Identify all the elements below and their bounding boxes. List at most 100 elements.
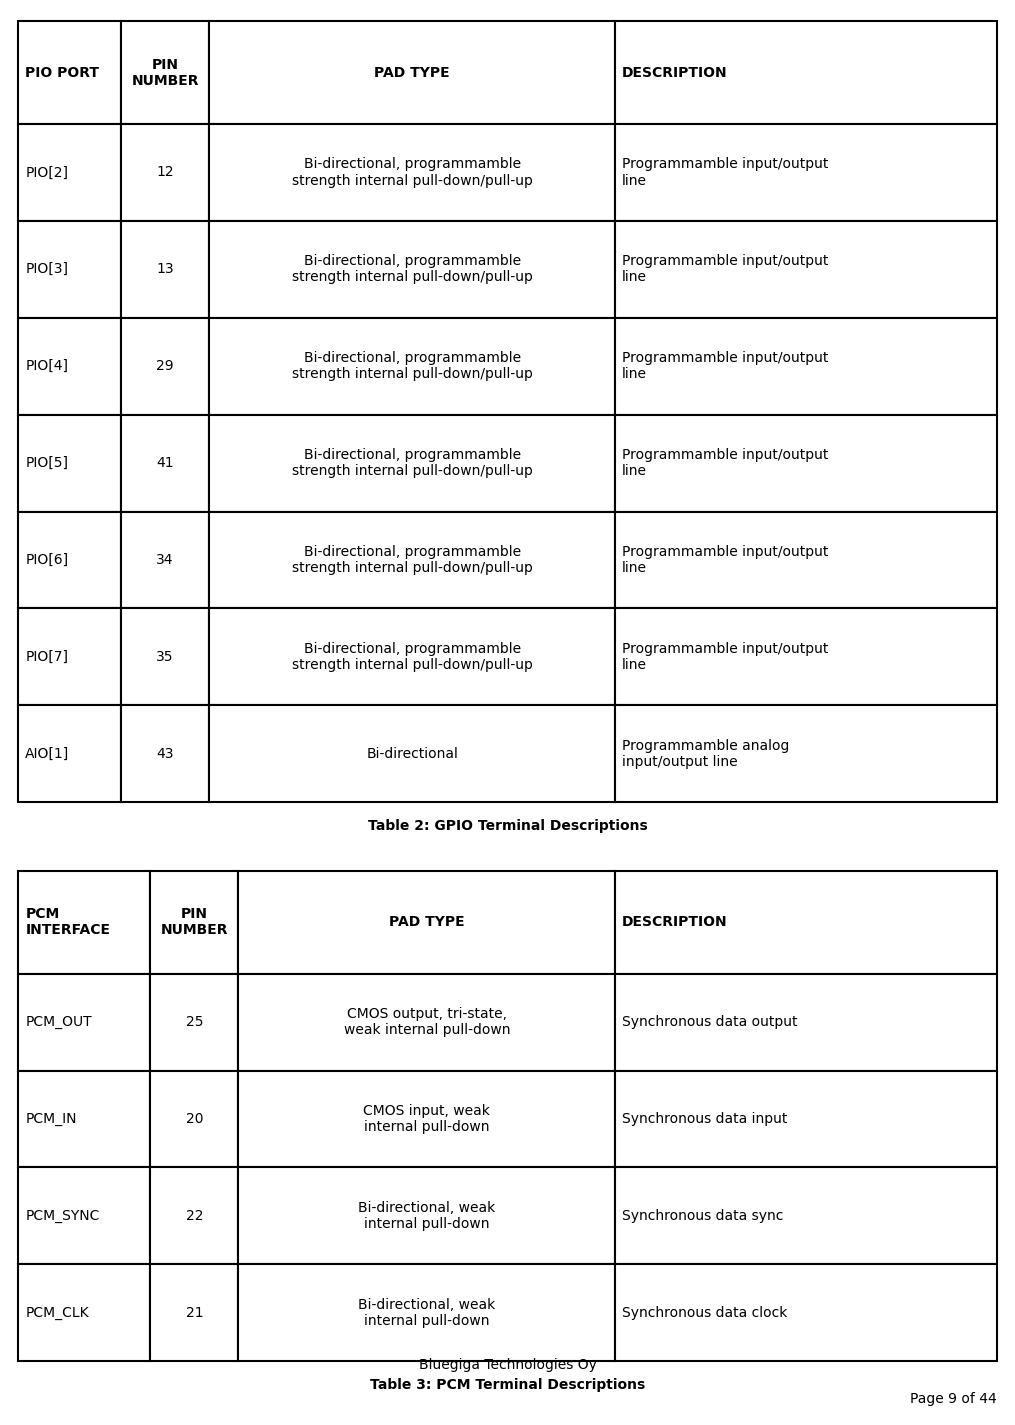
Text: 20: 20 [186, 1112, 203, 1126]
Text: Programmamble input/output
line: Programmamble input/output line [622, 641, 828, 673]
Text: Bi-directional, programmamble
strength internal pull-down/pull-up: Bi-directional, programmamble strength i… [291, 254, 533, 285]
Text: 41: 41 [156, 456, 174, 470]
Text: PCM_OUT: PCM_OUT [25, 1015, 92, 1029]
Text: Programmamble input/output
line: Programmamble input/output line [622, 351, 828, 382]
Text: Table 2: GPIO Terminal Descriptions: Table 2: GPIO Terminal Descriptions [367, 819, 648, 834]
Text: Programmamble input/output
line: Programmamble input/output line [622, 544, 828, 576]
Bar [150, 1264, 239, 1361]
Bar [615, 512, 997, 608]
Text: DESCRIPTION: DESCRIPTION [622, 915, 728, 929]
Bar [121, 318, 209, 415]
Bar [209, 21, 615, 124]
Text: 34: 34 [156, 553, 174, 567]
Bar [121, 415, 209, 512]
Bar [18, 1167, 150, 1264]
Bar [18, 415, 121, 512]
Bar [121, 221, 209, 318]
Text: PIN
NUMBER: PIN NUMBER [160, 908, 228, 938]
Bar [209, 318, 615, 415]
Text: PIO[4]: PIO[4] [25, 359, 68, 373]
Text: Programmamble input/output
line: Programmamble input/output line [622, 157, 828, 188]
Text: Bi-directional, programmamble
strength internal pull-down/pull-up: Bi-directional, programmamble strength i… [291, 544, 533, 576]
Bar [615, 415, 997, 512]
Bar [121, 512, 209, 608]
Bar [209, 608, 615, 705]
Text: Synchronous data sync: Synchronous data sync [622, 1208, 784, 1223]
Text: PIN
NUMBER: PIN NUMBER [131, 57, 199, 88]
Text: Bi-directional, programmamble
strength internal pull-down/pull-up: Bi-directional, programmamble strength i… [291, 157, 533, 188]
Bar [150, 973, 239, 1070]
Text: Programmamble input/output
line: Programmamble input/output line [622, 447, 828, 479]
Bar [209, 705, 615, 802]
Bar [615, 318, 997, 415]
Text: PCM_SYNC: PCM_SYNC [25, 1208, 99, 1223]
Bar [239, 973, 615, 1070]
Text: Bi-directional, weak
internal pull-down: Bi-directional, weak internal pull-down [358, 1201, 495, 1231]
Bar [239, 1167, 615, 1264]
Bar [150, 1070, 239, 1167]
Bar [18, 871, 150, 973]
Text: CMOS output, tri-state,
weak internal pull-down: CMOS output, tri-state, weak internal pu… [343, 1007, 510, 1037]
Text: Synchronous data clock: Synchronous data clock [622, 1305, 788, 1320]
Bar [18, 318, 121, 415]
Bar [121, 608, 209, 705]
Text: PIO PORT: PIO PORT [25, 66, 99, 80]
Text: PAD TYPE: PAD TYPE [375, 66, 450, 80]
Bar [615, 1167, 997, 1264]
Bar [209, 512, 615, 608]
Text: Programmamble analog
input/output line: Programmamble analog input/output line [622, 738, 790, 770]
Bar [615, 124, 997, 221]
Text: Programmamble input/output
line: Programmamble input/output line [622, 254, 828, 285]
Text: 21: 21 [186, 1305, 203, 1320]
Bar [615, 608, 997, 705]
Text: PIO[3]: PIO[3] [25, 262, 68, 276]
Text: 35: 35 [156, 650, 174, 664]
Text: Synchronous data output: Synchronous data output [622, 1015, 798, 1029]
Text: Bi-directional, programmamble
strength internal pull-down/pull-up: Bi-directional, programmamble strength i… [291, 641, 533, 673]
Bar [18, 1070, 150, 1167]
Text: Synchronous data input: Synchronous data input [622, 1112, 788, 1126]
Text: CMOS input, weak
internal pull-down: CMOS input, weak internal pull-down [363, 1104, 490, 1134]
Bar [18, 512, 121, 608]
Bar [615, 1264, 997, 1361]
Text: AIO[1]: AIO[1] [25, 747, 70, 761]
Text: PIO[7]: PIO[7] [25, 650, 68, 664]
Bar [239, 1264, 615, 1361]
Bar [18, 608, 121, 705]
Bar [121, 21, 209, 124]
Text: PIO[2]: PIO[2] [25, 165, 68, 180]
Text: Page 9 of 44: Page 9 of 44 [910, 1392, 997, 1406]
Text: PAD TYPE: PAD TYPE [389, 915, 465, 929]
Text: PIO[6]: PIO[6] [25, 553, 68, 567]
Text: PIO[5]: PIO[5] [25, 456, 68, 470]
Bar [615, 21, 997, 124]
Text: Bi-directional, weak
internal pull-down: Bi-directional, weak internal pull-down [358, 1298, 495, 1328]
Text: PCM_IN: PCM_IN [25, 1112, 77, 1126]
Text: PCM_CLK: PCM_CLK [25, 1305, 89, 1320]
Text: Table 3: PCM Terminal Descriptions: Table 3: PCM Terminal Descriptions [369, 1378, 646, 1392]
Bar [239, 1070, 615, 1167]
Bar [18, 1264, 150, 1361]
Text: 12: 12 [156, 165, 174, 180]
Bar [209, 415, 615, 512]
Bar [615, 871, 997, 973]
Bar [18, 21, 121, 124]
Text: Bi-directional, programmamble
strength internal pull-down/pull-up: Bi-directional, programmamble strength i… [291, 351, 533, 382]
Bar [239, 871, 615, 973]
Text: 25: 25 [186, 1015, 203, 1029]
Bar [150, 871, 239, 973]
Text: DESCRIPTION: DESCRIPTION [622, 66, 728, 80]
Bar [18, 221, 121, 318]
Text: Bi-directional: Bi-directional [366, 747, 458, 761]
Bar [121, 705, 209, 802]
Bar [209, 221, 615, 318]
Text: PCM
INTERFACE: PCM INTERFACE [25, 908, 111, 938]
Bar [615, 705, 997, 802]
Bar [18, 973, 150, 1070]
Text: Bi-directional, programmamble
strength internal pull-down/pull-up: Bi-directional, programmamble strength i… [291, 447, 533, 479]
Bar [18, 705, 121, 802]
Bar [615, 221, 997, 318]
Bar [150, 1167, 239, 1264]
Text: 43: 43 [156, 747, 174, 761]
Bar [18, 124, 121, 221]
